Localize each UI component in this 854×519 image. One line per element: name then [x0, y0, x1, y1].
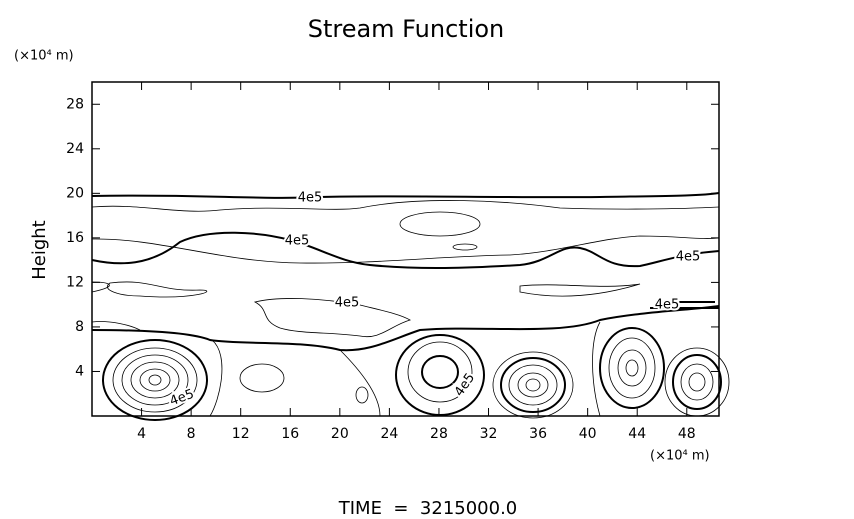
x-tick-label: 36: [529, 426, 547, 442]
x-tick-label: 20: [331, 426, 349, 442]
contour-label: 4e5: [168, 387, 196, 409]
x-tick-label: 40: [579, 426, 597, 442]
y-tick-label: 4: [75, 363, 84, 379]
x-tick-label: 32: [480, 426, 498, 442]
footer: TIME = 3215000.0: [338, 498, 518, 519]
y-unit: (×10⁴ m): [14, 49, 74, 64]
contours: [91, 192, 730, 421]
x-tick-label: 8: [187, 426, 196, 442]
y-tick-label: 20: [66, 185, 84, 201]
y-tick-label: 8: [75, 319, 84, 335]
contour-label: 4e5: [285, 234, 310, 249]
y-tick-label: 12: [66, 274, 84, 290]
x-tick-label: 16: [281, 426, 299, 442]
contour-label: 4e5: [452, 371, 478, 400]
x-unit: (×10⁴ m): [650, 449, 710, 464]
y-tick-label: 28: [66, 96, 84, 112]
y-axis-label: Height: [29, 220, 50, 280]
y-tick-label: 16: [66, 230, 84, 246]
plot-frame: [91, 81, 720, 417]
contour-label: 4e5: [335, 296, 360, 311]
contour-label: 4e5: [676, 250, 701, 265]
x-tick-label: 28: [430, 426, 448, 442]
x-tick-label: 24: [380, 426, 398, 442]
contour-label: 4e5: [298, 191, 323, 206]
x-tick-label: 48: [678, 426, 696, 442]
x-tick-label: 44: [628, 426, 646, 442]
y-tick-label: 24: [66, 141, 84, 157]
x-tick-label: 4: [137, 426, 146, 442]
chart-title: Stream Function: [308, 15, 505, 43]
contour-label: 4e5: [655, 298, 680, 313]
x-tick-label: 12: [232, 426, 250, 442]
